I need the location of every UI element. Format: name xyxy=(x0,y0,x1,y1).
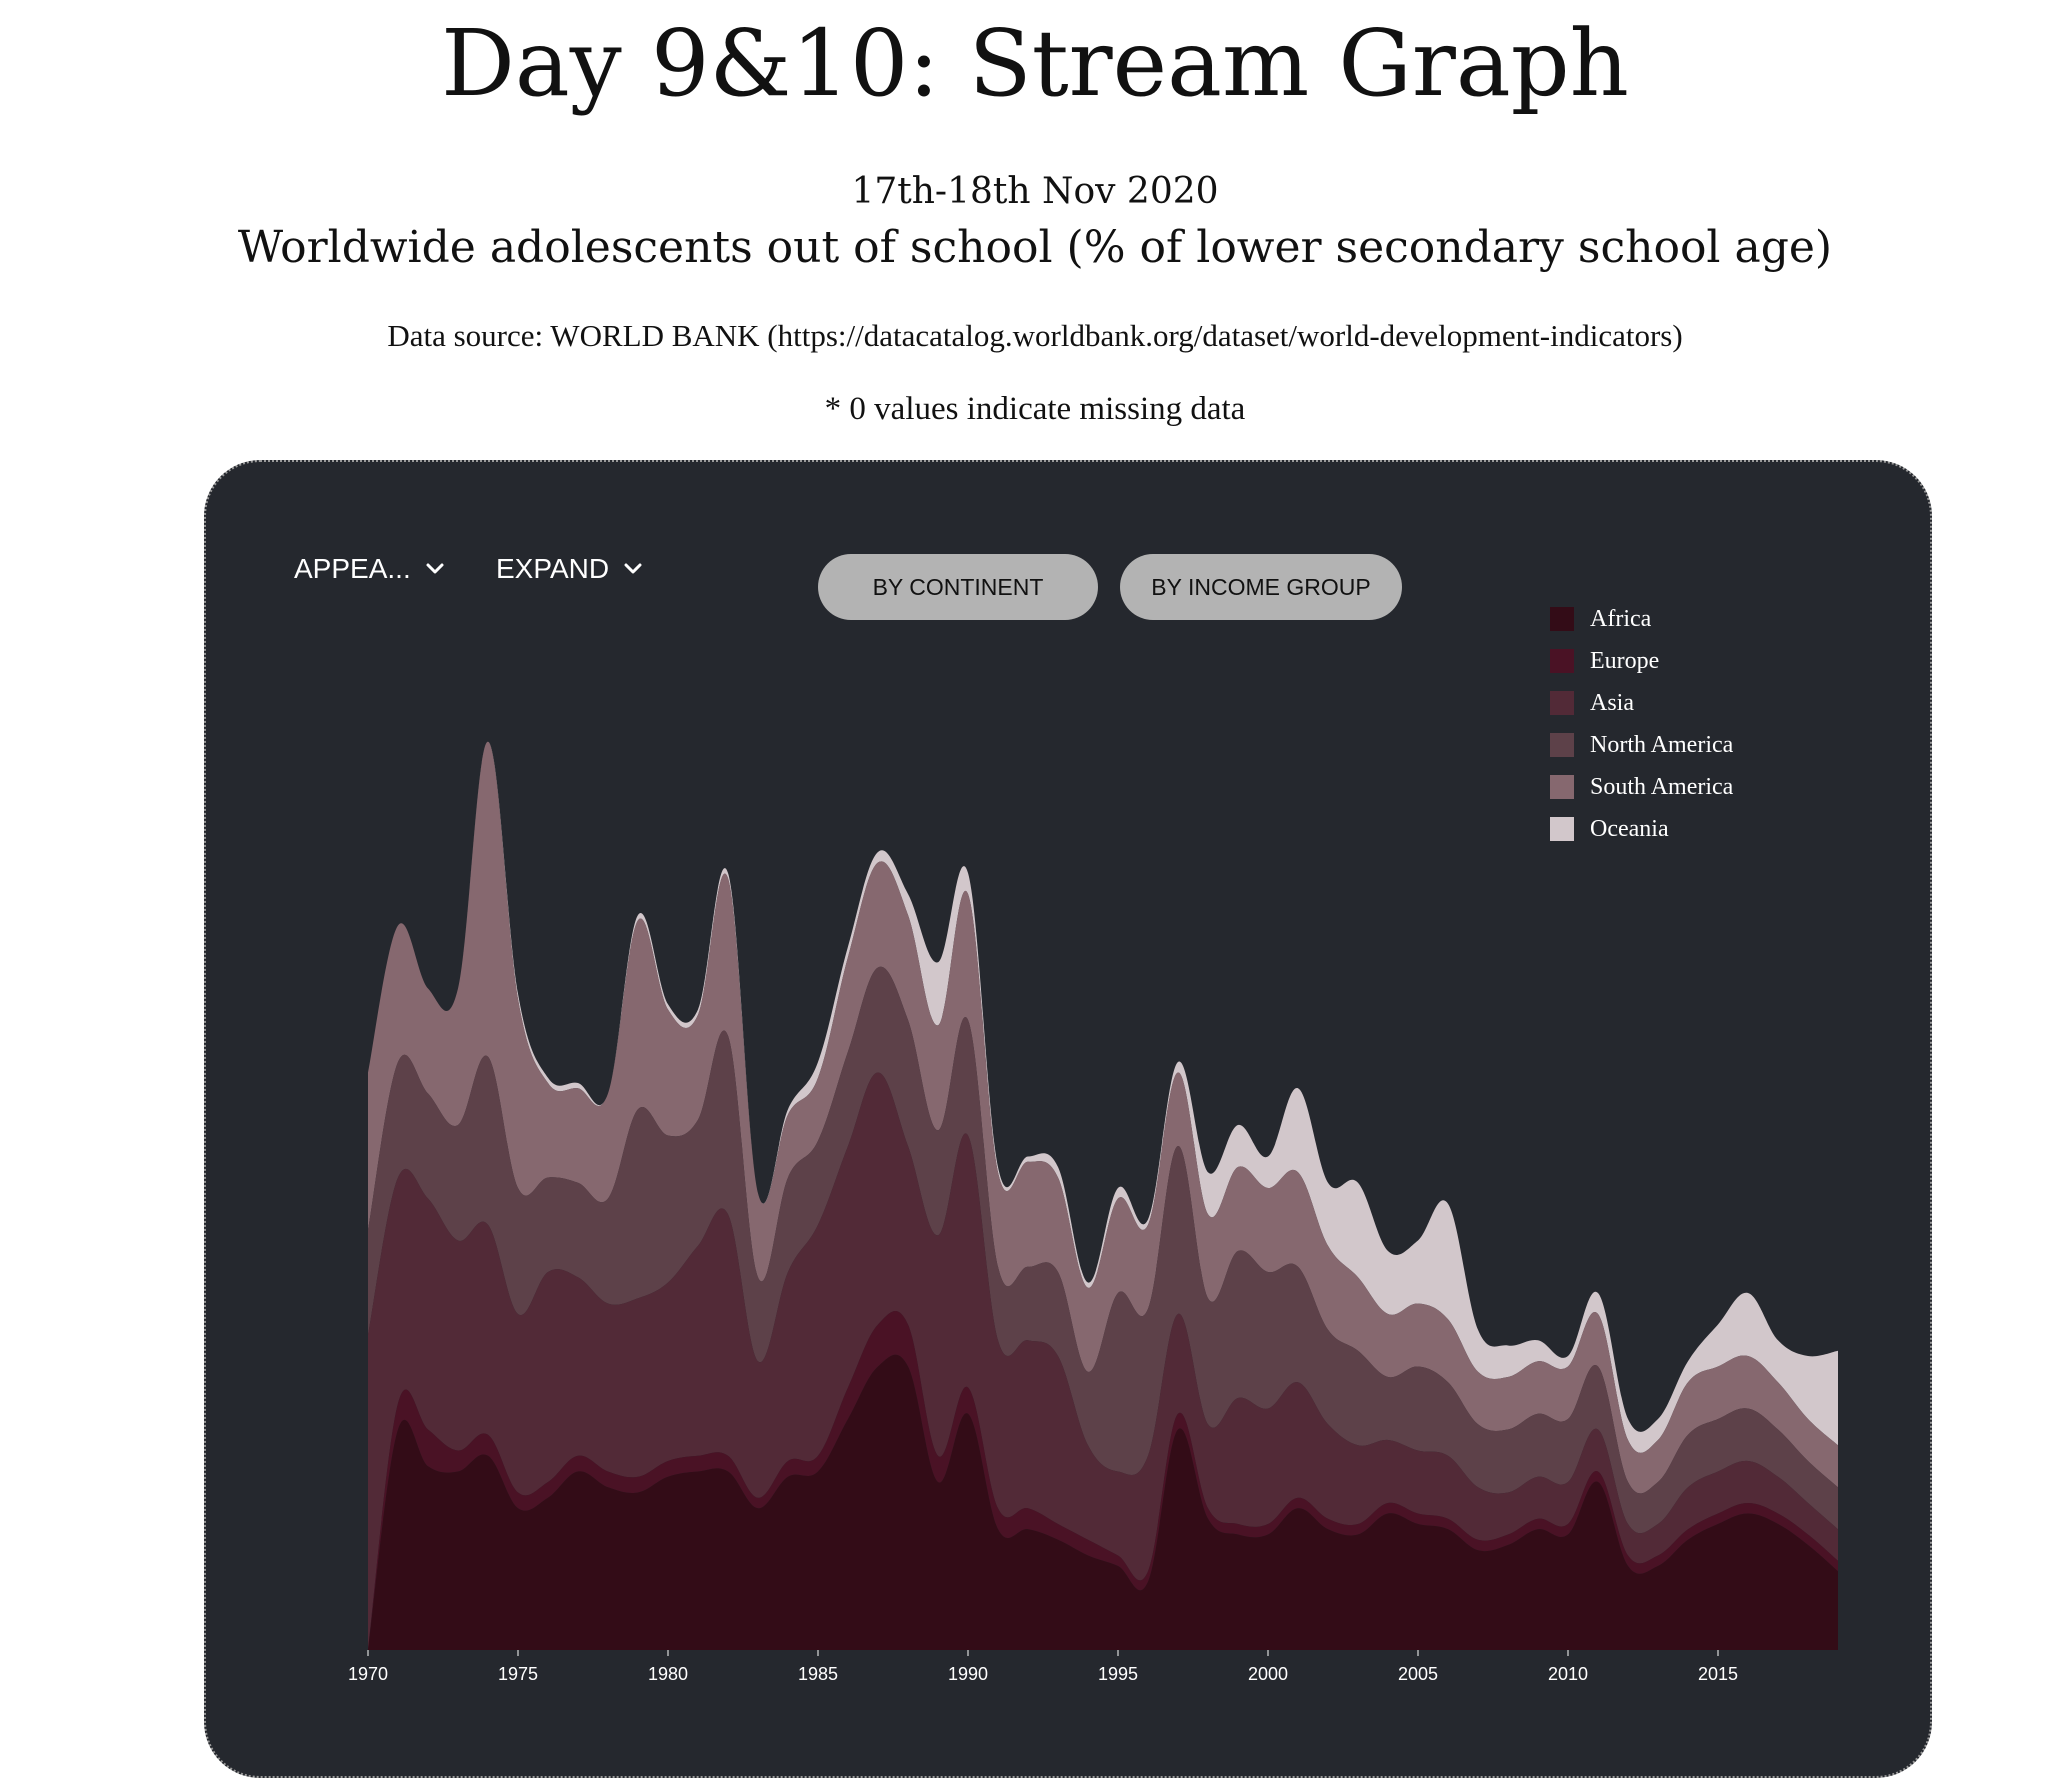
missing-data-note: * 0 values indicate missing data xyxy=(824,391,1246,427)
legend-swatch xyxy=(1550,691,1574,715)
x-tick-label: 1980 xyxy=(648,1664,688,1684)
stream-graph: 1970 1975 1980 1985 1990 1995 2000 2005 2010 2015 xyxy=(348,741,1838,1684)
legend-item-oceania: Oceania xyxy=(1550,808,1669,850)
stream-layer-south-america[interactable] xyxy=(368,741,1838,1494)
x-tick-label: 2000 xyxy=(1248,1664,1288,1684)
x-tick-label: 1985 xyxy=(798,1664,838,1684)
chevron-down-icon xyxy=(426,563,444,574)
legend-label: Asia xyxy=(1590,689,1634,716)
legend-item-europe: Europe xyxy=(1550,640,1659,682)
data-source: Data source: WORLD BANK (https://datacat… xyxy=(387,318,1683,353)
x-axis: 1970 1975 1980 1985 1990 1995 2000 2005 2010 2015 xyxy=(348,1650,1738,1684)
x-tick-label: 2005 xyxy=(1398,1664,1438,1684)
offset-dropdown-value: EXPAND xyxy=(496,553,610,584)
legend-label: Africa xyxy=(1590,605,1652,632)
mode-dropdown-value: APPEA... xyxy=(294,553,411,584)
chart-panel: 1970 1975 1980 1985 1990 1995 2000 2005 2010 2015… xyxy=(204,460,1932,1778)
page-title: Day 9&10: Stream Graph xyxy=(441,10,1629,117)
chart-subtitle: Worldwide adolescents out of school (% o… xyxy=(237,222,1833,273)
page-date: 17th-18th Nov 2020 xyxy=(851,171,1219,212)
x-tick-label: 2015 xyxy=(1698,1664,1738,1684)
x-tick-label: 1990 xyxy=(948,1664,988,1684)
legend-item-africa: Africa xyxy=(1550,598,1651,640)
x-tick-label: 1995 xyxy=(1098,1664,1138,1684)
chevron-down-icon xyxy=(624,563,642,574)
mode-dropdown[interactable]: APPEA... xyxy=(294,546,445,592)
stream-layer-north-america[interactable] xyxy=(368,966,1838,1534)
legend-swatch xyxy=(1550,775,1574,799)
x-tick-label: 2010 xyxy=(1548,1664,1588,1684)
legend-swatch xyxy=(1550,607,1574,631)
x-tick-label: 1975 xyxy=(498,1664,538,1684)
legend-label: Oceania xyxy=(1590,815,1669,842)
by-continent-button[interactable]: BY CONTINENT xyxy=(818,554,1098,620)
legend-swatch xyxy=(1550,817,1574,841)
legend-label: Europe xyxy=(1590,647,1660,674)
stream-layer-africa[interactable] xyxy=(368,1354,1838,1650)
legend-item-asia: Asia xyxy=(1550,682,1634,724)
x-tick-label: 1970 xyxy=(348,1664,388,1684)
legend-item-north-america: North America xyxy=(1550,724,1733,766)
offset-dropdown[interactable]: EXPAND xyxy=(496,546,643,592)
by-income-group-button[interactable]: BY INCOME GROUP xyxy=(1120,554,1402,620)
legend-swatch xyxy=(1550,733,1574,757)
legend-item-south-america: South America xyxy=(1550,766,1733,808)
legend-label: South America xyxy=(1590,773,1734,800)
stream-layer-asia[interactable] xyxy=(368,1072,1838,1651)
legend-label: North America xyxy=(1590,731,1734,758)
legend-swatch xyxy=(1550,649,1574,673)
